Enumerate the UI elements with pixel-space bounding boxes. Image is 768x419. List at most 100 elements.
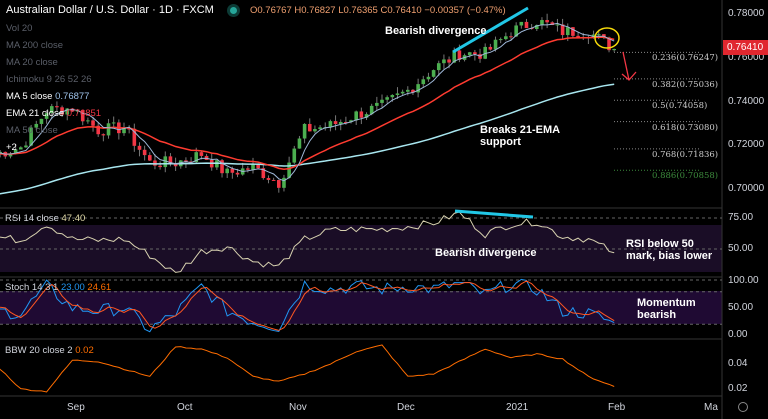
ma5-value: 0.76877	[55, 91, 90, 102]
candle-body	[153, 160, 157, 166]
candle-body	[359, 111, 364, 118]
annotation-stoch-note: Momentum bearish	[637, 297, 696, 321]
candle-body	[416, 84, 420, 93]
high: H0.76827	[294, 5, 336, 16]
candle-body	[426, 76, 431, 80]
candle-body	[292, 148, 297, 163]
candle-body	[560, 24, 565, 36]
bbw-title[interactable]: BBW 20 close 2	[5, 345, 73, 356]
candle-body	[8, 153, 13, 157]
fib-level-label: 0.768(0.71836)	[652, 149, 719, 160]
ema21-label[interactable]: EMA 21 close	[6, 108, 65, 119]
divergence-line-price	[452, 6, 529, 54]
candle-body	[555, 24, 560, 26]
settings-gear-icon[interactable]	[738, 402, 748, 412]
candle-body	[189, 161, 193, 163]
candle-body	[406, 89, 410, 92]
candle-body	[86, 120, 90, 122]
time-tick: Oct	[177, 402, 193, 413]
stoch-band	[0, 291, 722, 324]
candle-body	[344, 121, 348, 123]
legend-ma5: MA 5 close 0.76877	[6, 91, 89, 102]
rsi-legend: RSI 14 close 47.40	[5, 213, 85, 224]
candle-body	[349, 120, 353, 123]
ema21-line	[0, 36, 615, 170]
candle-body	[483, 46, 487, 59]
candle-body	[271, 179, 276, 181]
divergence-line-rsi	[454, 209, 534, 219]
candle-body	[395, 93, 400, 96]
candle-body	[338, 121, 343, 125]
candle-body	[390, 95, 395, 98]
fib-level-label: 0.886(0.70858)	[652, 171, 719, 182]
price-tick: 0.70000	[728, 183, 765, 194]
candle-body	[96, 125, 100, 135]
fib-level-label: 0.236(0.76247)	[652, 53, 719, 64]
symbol-title[interactable]: Australian Dollar / U.S. Dollar · 1D · F…	[6, 4, 214, 16]
legend-ichimoku[interactable]: Ichimoku 9 26 52 26	[6, 74, 92, 85]
bbw-legend: BBW 20 close 2 0.02	[5, 345, 94, 356]
candle-body	[473, 52, 477, 55]
candle-body	[380, 99, 384, 103]
candle-body	[220, 160, 224, 174]
candle-body	[431, 70, 436, 77]
fib-level-label: 0.382(0.75036)	[652, 79, 719, 90]
rsi-title[interactable]: RSI 14 close	[5, 213, 59, 224]
candle-body	[488, 46, 493, 50]
legend-ma50[interactable]: MA 50 close	[6, 125, 58, 136]
ma5-label[interactable]: MA 5 close	[6, 91, 53, 102]
stoch-d-value: 24.61	[87, 282, 112, 293]
candle-body	[287, 162, 291, 178]
bbw-tick: 0.02	[728, 383, 748, 394]
open: O0.76767	[250, 5, 292, 16]
candle-body	[313, 128, 317, 132]
legend-vol[interactable]: Vol 20	[6, 23, 33, 34]
annotation-ema-break: Breaks 21-EMA support	[480, 124, 560, 148]
stoch-tick: 100.00	[728, 275, 759, 286]
candle-body	[576, 35, 580, 38]
candle-body	[137, 145, 142, 150]
legend-ma20[interactable]: MA 20 close	[6, 57, 58, 68]
candle-body	[302, 123, 307, 139]
candle-body	[44, 113, 49, 119]
candle-body	[436, 63, 441, 71]
candle-body	[385, 97, 389, 100]
candle-body	[230, 168, 235, 173]
candle-body	[498, 39, 503, 41]
stoch-legend: Stoch 14 3 1 23.00 24.61	[5, 282, 111, 293]
candle-body	[261, 168, 266, 179]
candle-body	[194, 152, 199, 163]
candle-body	[504, 36, 508, 40]
rsi-line	[0, 211, 615, 273]
time-tick: Nov	[289, 402, 307, 413]
current-price-tag: 0.76410	[723, 40, 768, 55]
candle-body	[318, 127, 322, 129]
stoch-k-line	[0, 278, 615, 333]
legend-more[interactable]: +2	[6, 142, 17, 153]
candle-body	[452, 50, 457, 63]
candle-body	[158, 165, 162, 168]
candle-body	[168, 156, 173, 164]
stoch-k-value: 23.00	[61, 282, 85, 293]
highlight-circle	[594, 27, 620, 49]
candle-body	[400, 91, 405, 94]
candle-body	[524, 21, 529, 29]
stoch-title[interactable]: Stoch 14 3 1	[5, 282, 59, 293]
candle-body	[364, 114, 369, 118]
legend-ma200[interactable]: MA 200 close	[6, 40, 64, 51]
stoch-tick: 0.00	[728, 329, 748, 340]
bbw-line	[0, 344, 615, 393]
candle-body	[596, 34, 601, 36]
candle-body	[91, 120, 95, 126]
price-tick: 0.74000	[728, 95, 765, 107]
candle-body	[111, 122, 116, 124]
ohlc-readout: O0.76767 H0.76827 L0.76365 C0.76410 −0.0…	[250, 5, 506, 16]
time-tick: Feb	[608, 402, 626, 413]
candle-body	[519, 21, 524, 26]
candle-body	[256, 163, 260, 169]
candle-body	[375, 102, 379, 106]
candle-body	[277, 180, 281, 188]
candle-body	[565, 27, 570, 36]
candle-body	[60, 107, 64, 115]
